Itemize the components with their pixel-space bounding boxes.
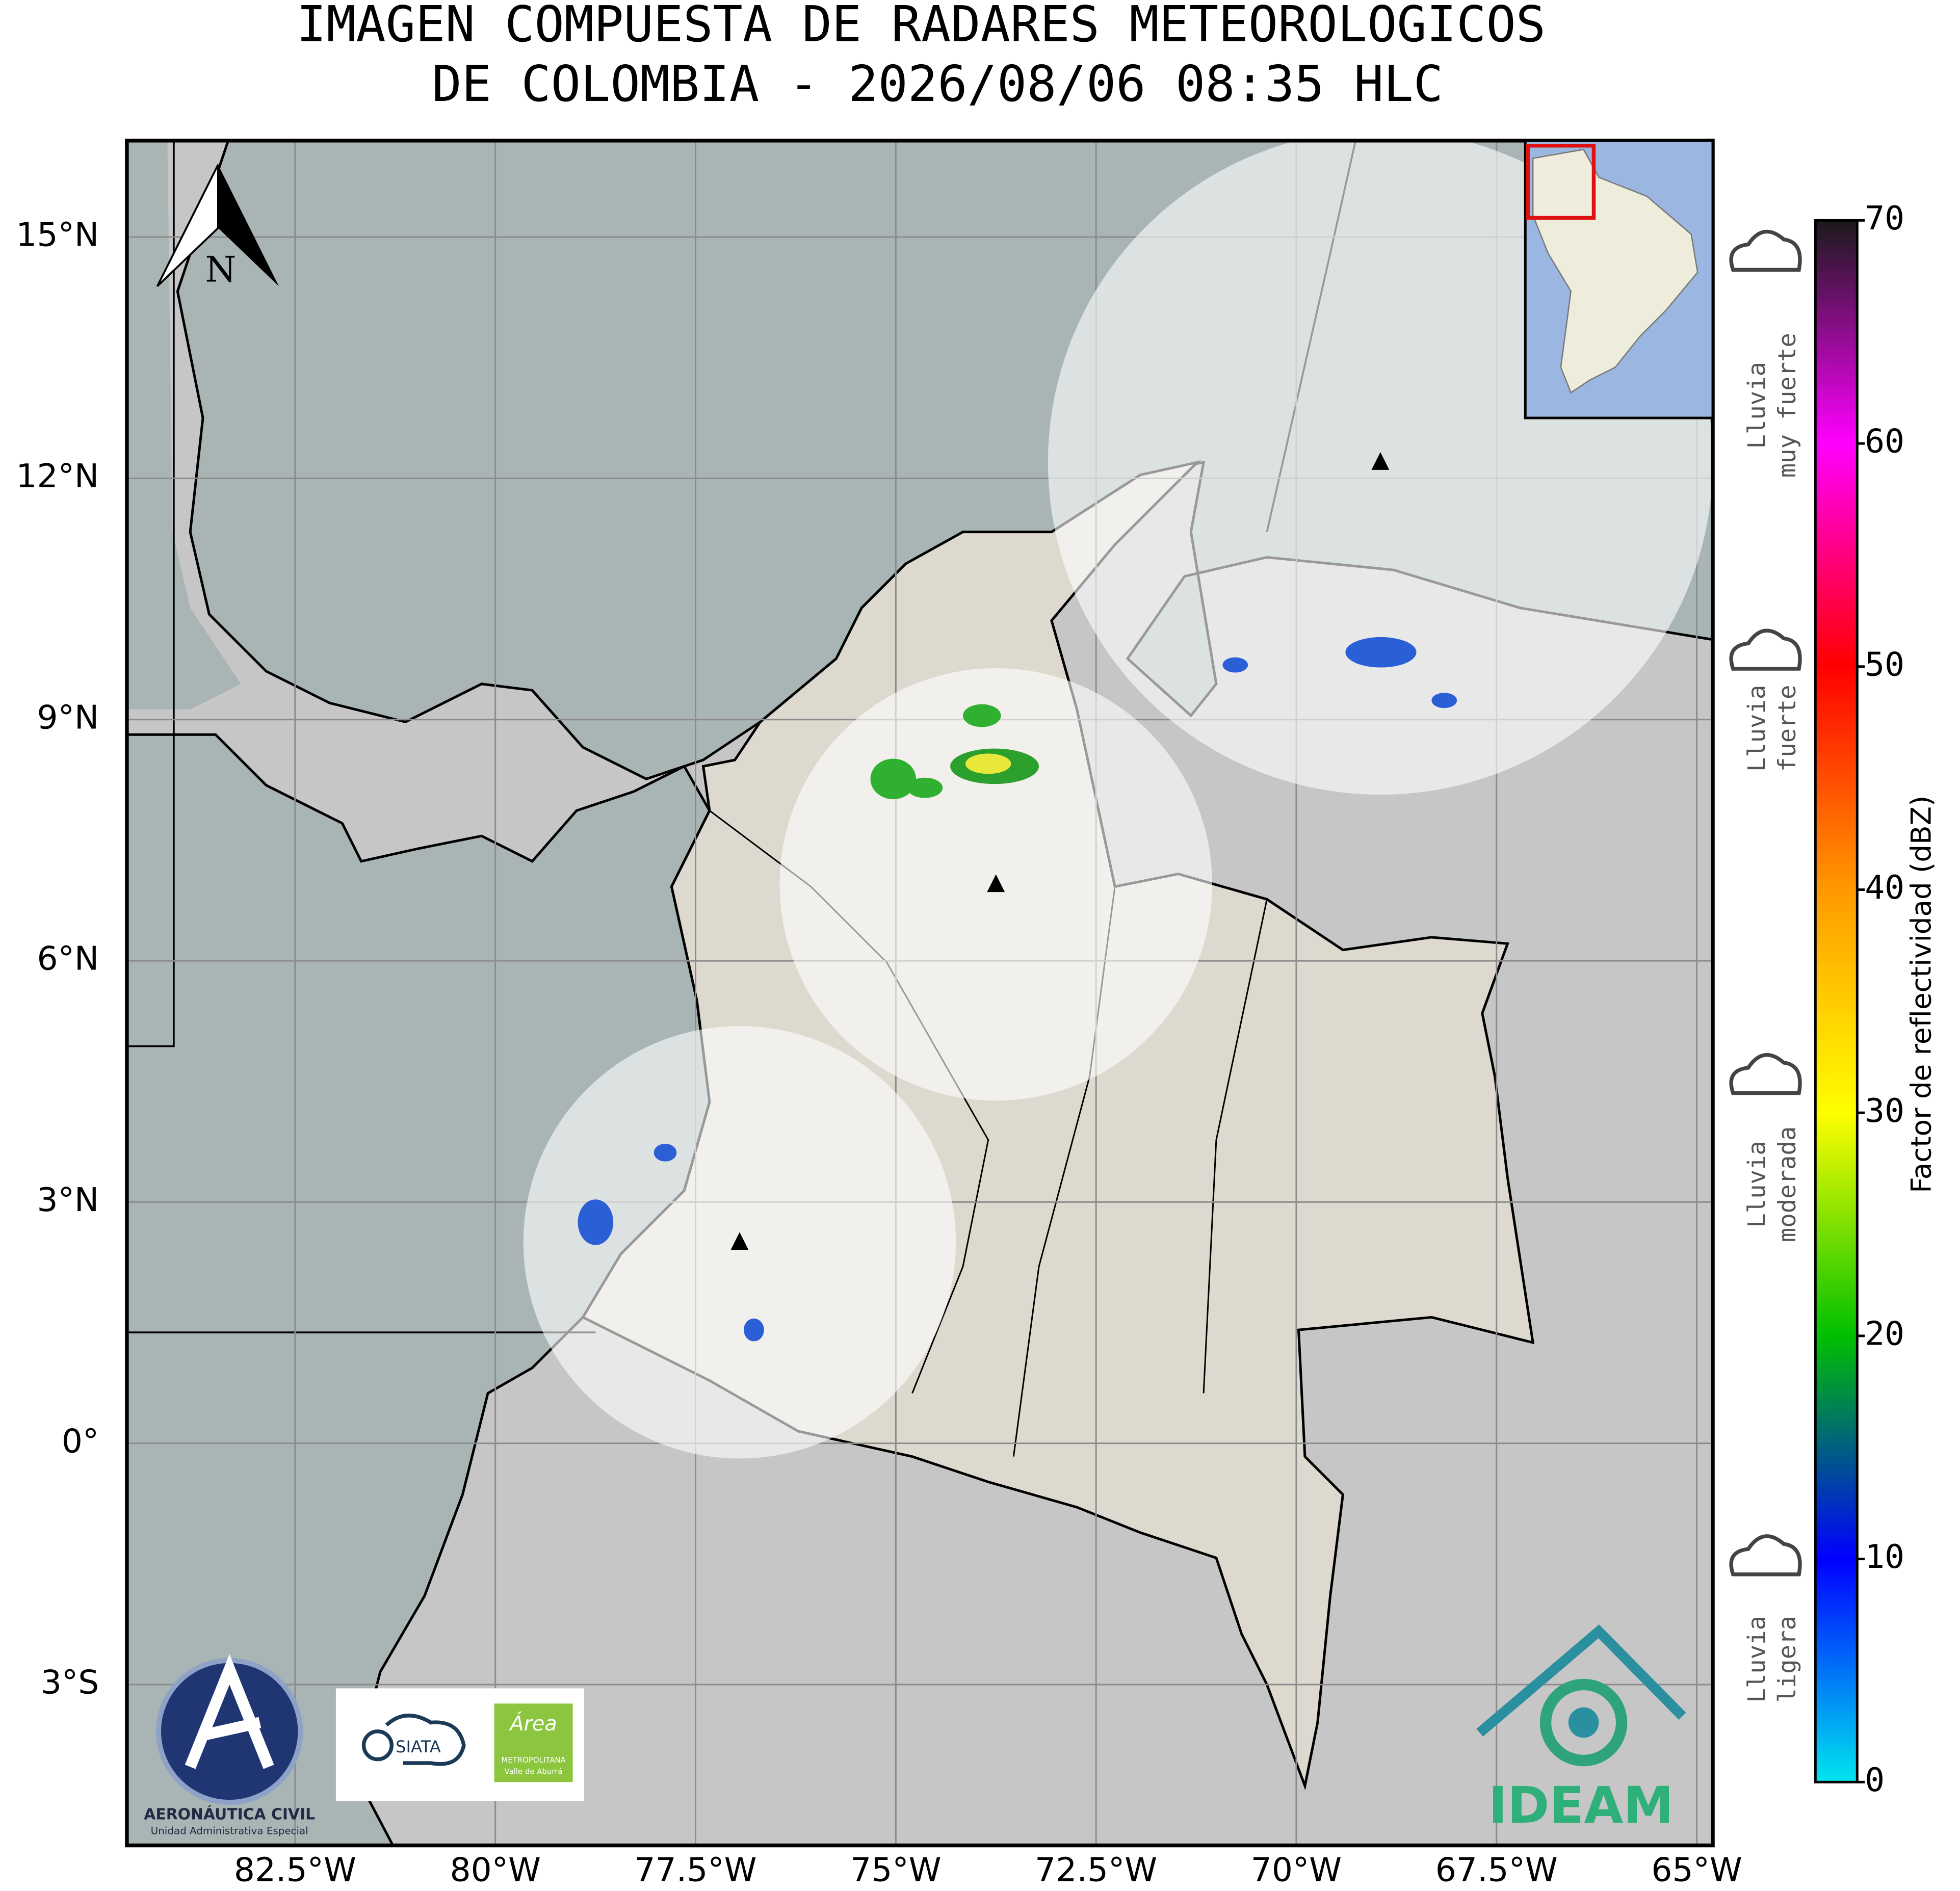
colorbar-label: Factor de reflectividad (dBZ)	[1905, 796, 1938, 1193]
ideam-logo: IDEAM	[1476, 1624, 1686, 1835]
logo-text: Valle de Aburrá	[505, 1767, 563, 1776]
title-line: IMAGEN COMPUESTA DE RADARES METEOROLOGIC…	[297, 0, 1546, 53]
logo-text: AERONÁUTICA CIVIL	[144, 1805, 315, 1823]
lat-tick-label: 0°	[62, 1422, 99, 1460]
lon-tick-label: 75°W	[850, 1851, 941, 1889]
map-area	[126, 140, 1713, 1846]
colorbar-tick-label: 20	[1865, 1315, 1904, 1353]
sea	[126, 140, 241, 710]
lon-tick-label: 77.5°W	[635, 1851, 757, 1889]
lat-tick-label: 3°N	[37, 1181, 99, 1219]
lon-tick-label: 82.5°W	[234, 1851, 356, 1889]
radar-site	[1371, 452, 1390, 470]
colorbar: 0 10 20 30 40 50 60 70	[1814, 199, 1904, 1799]
lon-tick-label: 72.5°W	[1035, 1851, 1157, 1889]
weather-icon	[1729, 229, 1802, 272]
rain-category-label: muy fuerte	[1773, 333, 1801, 478]
title-line: DE COLOMBIA - 2026/08/06 08:35 HLC	[432, 55, 1443, 113]
weather-icon	[1729, 1534, 1802, 1577]
rain-category-label: Lluvia	[1743, 1141, 1771, 1228]
logo-text: SIATA	[396, 1737, 441, 1756]
rain-category-label: Lluvia	[1743, 685, 1771, 772]
logo-text: IDEAM	[1488, 1776, 1674, 1835]
colorbar-tick-label: 60	[1865, 423, 1904, 461]
lon-tick-label: 70°W	[1251, 1851, 1342, 1889]
rain-category-label: Lluvia	[1743, 1616, 1771, 1703]
rain-category-label: ligera	[1773, 1616, 1801, 1703]
logo-text: METROPOLITANA	[501, 1755, 566, 1765]
lat-tick-label: 6°N	[37, 940, 99, 978]
lat-tick-label: 9°N	[37, 698, 99, 737]
north-label: N	[205, 249, 236, 290]
colorbar-tick-label: 40	[1865, 869, 1904, 907]
lat-tick-label: 15°N	[16, 216, 99, 254]
north-arrow: N	[156, 164, 279, 290]
inset-map	[1524, 139, 1714, 419]
colorbar-tick-label: 70	[1865, 199, 1904, 238]
logo-text: Unidad Administrativa Especial	[151, 1825, 308, 1837]
radar-site	[730, 1232, 749, 1250]
lat-tick-label: 12°N	[16, 457, 99, 495]
lon-tick-label: 67.5°W	[1435, 1851, 1558, 1889]
colorbar-scale	[1814, 219, 1859, 1783]
colorbar-tick-label: 0	[1865, 1761, 1885, 1799]
radar-site	[987, 874, 1005, 892]
colorbar-tick-label: 50	[1865, 645, 1904, 684]
map-frame	[125, 139, 1715, 1848]
colorbar-tick-label: 30	[1865, 1092, 1904, 1130]
rain-category-label: moderada	[1773, 1126, 1801, 1242]
weather-icon	[1729, 628, 1802, 671]
lon-tick-label: 80°W	[450, 1851, 541, 1889]
lat-tick-label: 3°S	[41, 1664, 99, 1702]
siata-area-logo: SIATA Área METROPOLITANA Valle de Aburrá	[335, 1688, 584, 1801]
colorbar-tick-label: 10	[1865, 1538, 1904, 1576]
echoes	[578, 637, 1457, 1342]
logo-text: Área	[508, 1712, 557, 1736]
rain-category-label: Lluvia	[1743, 362, 1771, 449]
aerocivil-logo: AERONÁUTICA CIVIL Unidad Administrativa …	[144, 1654, 315, 1837]
lon-tick-label: 65°W	[1651, 1851, 1742, 1889]
weather-icon	[1729, 1053, 1802, 1095]
rain-category-label: fuerte	[1773, 685, 1801, 772]
